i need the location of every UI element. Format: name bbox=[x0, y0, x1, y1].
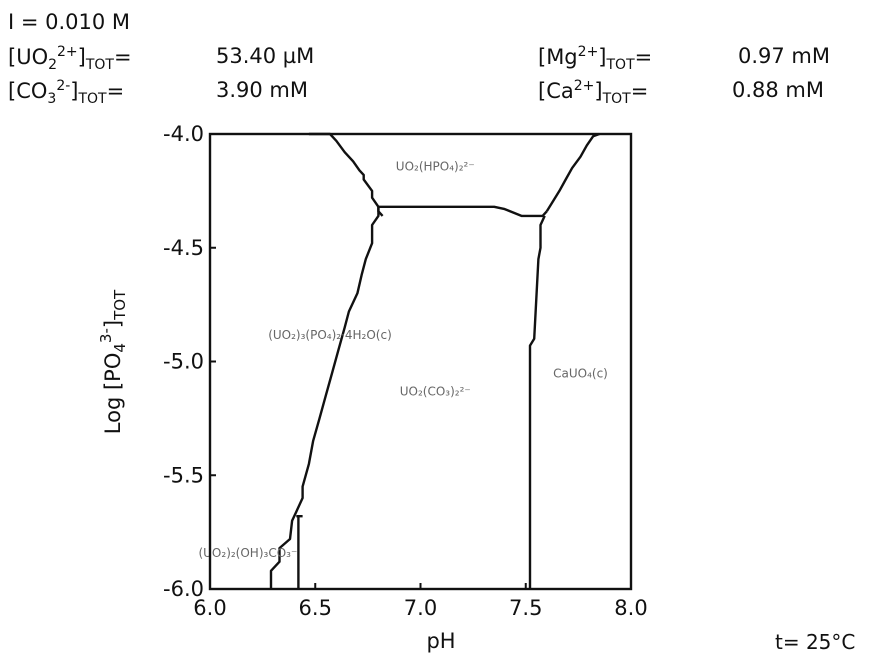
boundary-line-1 bbox=[269, 206, 380, 589]
x-tick-label: 6.0 bbox=[193, 596, 226, 620]
ca-label: [Ca2+]TOT= bbox=[538, 78, 649, 108]
co3-value: 3.90 mM bbox=[216, 78, 309, 102]
x-tick-label: 7.0 bbox=[404, 596, 437, 620]
region-label-1: UO₂(HPO₄)₂²⁻ bbox=[396, 159, 475, 173]
region-label-3: UO₂(CO₃)₂²⁻ bbox=[400, 385, 471, 399]
mg-label: [Mg2+]TOT= bbox=[538, 44, 653, 74]
x-tick-label: 8.0 bbox=[614, 596, 647, 620]
ionic-strength: I = 0.010 M bbox=[8, 10, 131, 34]
plot-frame bbox=[208, 132, 633, 591]
temperature-label: t= 25°C bbox=[775, 630, 856, 654]
ca-value: 0.88 mM bbox=[732, 78, 825, 102]
region-labels: UO₂(HPO₄)₂²⁻ (UO₂)₃(PO₄)₂·4H₂O(c) UO₂(CO₃)… bbox=[198, 159, 607, 560]
y-axis-ticks: -4.0 -4.5 -5.0 -5.5 -6.0 bbox=[163, 122, 216, 601]
region-label-4: CaUO₄(c) bbox=[553, 366, 608, 380]
y-tick-label: -4.0 bbox=[163, 122, 204, 146]
co3-label: [CO32-]TOT= bbox=[8, 78, 125, 108]
uo2-value: 53.40 µM bbox=[216, 44, 315, 68]
uo2-label: [UO22+]TOT= bbox=[8, 44, 132, 74]
y-tick-label: -6.0 bbox=[163, 577, 204, 601]
x-tick-label: 7.5 bbox=[509, 596, 542, 620]
x-tick-label: 6.5 bbox=[299, 596, 332, 620]
y-tick-label: -5.5 bbox=[163, 463, 204, 487]
x-axis-title: pH bbox=[426, 629, 455, 653]
region-label-2: (UO₂)₃(PO₄)₂·4H₂O(c) bbox=[268, 328, 392, 342]
boundary-line-3 bbox=[378, 205, 548, 218]
region-label-5: (UO₂)₂(OH)₃CO₃⁻ bbox=[198, 546, 297, 560]
x-axis-ticks: 6.0 6.5 7.0 7.5 8.0 bbox=[193, 583, 648, 620]
boundary-lines bbox=[269, 132, 600, 589]
boundary-line-5 bbox=[308, 132, 384, 217]
y-tick-label: -5.0 bbox=[163, 350, 204, 374]
boundary-line-7 bbox=[545, 132, 600, 212]
mg-value: 0.97 mM bbox=[738, 44, 831, 68]
y-axis-title: Log [PO43-]TOT bbox=[97, 289, 129, 434]
y-tick-label: -4.5 bbox=[163, 236, 204, 260]
boundary-line-6 bbox=[528, 215, 546, 589]
